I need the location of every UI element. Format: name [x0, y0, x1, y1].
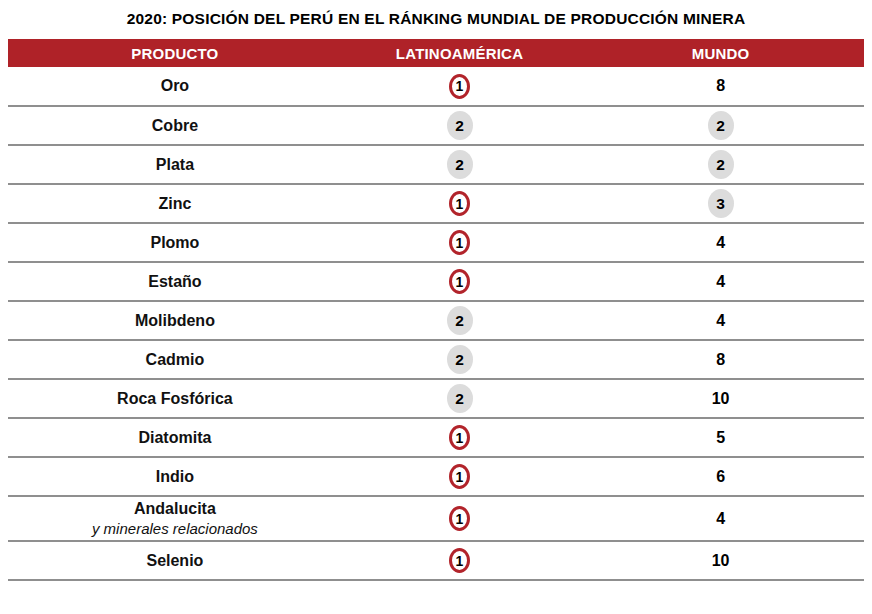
mundo-rank-badge: 10 — [712, 552, 730, 570]
latam-rank-badge: 2 — [447, 384, 473, 413]
latam-rank-badge: 2 — [447, 111, 473, 140]
latam-rank-badge: 1 — [449, 464, 470, 489]
product-name: Selenio — [8, 551, 342, 571]
table-row: Cobre 2 2 — [8, 106, 864, 145]
product-name: Estaño — [8, 272, 342, 292]
product-name: Zinc — [8, 194, 342, 214]
table-row: Plomo 1 4 — [8, 223, 864, 262]
product-name: Diatomita — [8, 428, 342, 448]
table-row: Selenio 1 10 — [8, 541, 864, 580]
table-row: Plata 2 2 — [8, 145, 864, 184]
latam-rank-badge: 1 — [449, 74, 470, 99]
mundo-rank-badge: 8 — [712, 77, 730, 95]
mundo-rank-badge: 4 — [712, 234, 730, 252]
table-row: Roca Fosfórica 2 10 — [8, 379, 864, 418]
product-name: Indio — [8, 467, 342, 487]
latam-rank-badge: 1 — [449, 191, 470, 216]
product-name: Plata — [8, 155, 342, 175]
product-subtitle: y minerales relacionados — [8, 519, 342, 538]
mundo-rank-badge: 4 — [712, 312, 730, 330]
product-name: Molibdeno — [8, 311, 342, 331]
product-name: Andalucita — [8, 499, 342, 519]
table-row: Andalucita y minerales relacionados 1 4 — [8, 496, 864, 541]
latam-rank-badge: 1 — [449, 230, 470, 255]
column-header-latinoamerica: LATINOAMÉRICA — [342, 39, 577, 67]
product-name: Oro — [8, 76, 342, 96]
mundo-rank-badge: 8 — [712, 351, 730, 369]
product-name: Roca Fosfórica — [8, 389, 342, 409]
latam-rank-badge: 2 — [447, 150, 473, 179]
table-row: Indio 1 6 — [8, 457, 864, 496]
mundo-rank-badge: 10 — [712, 390, 730, 408]
latam-rank-badge: 1 — [449, 506, 470, 531]
table-row: Oro 1 8 — [8, 67, 864, 106]
infographic-table-page: 2020: POSICIÓN DEL PERÚ EN EL RÁNKING MU… — [0, 0, 872, 614]
mundo-rank-badge: 4 — [712, 510, 730, 528]
table-row: Diatomita 1 5 — [8, 418, 864, 457]
column-header-mundo: MUNDO — [577, 39, 864, 67]
latam-rank-badge: 1 — [449, 425, 470, 450]
mundo-rank-badge: 2 — [708, 111, 734, 140]
latam-rank-badge: 1 — [449, 269, 470, 294]
mundo-rank-badge: 4 — [712, 273, 730, 291]
mundo-rank-badge: 6 — [712, 468, 730, 486]
ranking-table: PRODUCTO LATINOAMÉRICA MUNDO Oro 1 8 Cob… — [8, 39, 864, 581]
table-row: Molibdeno 2 4 — [8, 301, 864, 340]
product-name: Cadmio — [8, 350, 342, 370]
mundo-rank-badge: 2 — [708, 150, 734, 179]
page-title: 2020: POSICIÓN DEL PERÚ EN EL RÁNKING MU… — [8, 6, 864, 39]
latam-rank-badge: 1 — [449, 548, 470, 573]
table-row: Zinc 1 3 — [8, 184, 864, 223]
table-row: Cadmio 2 8 — [8, 340, 864, 379]
mundo-rank-badge: 5 — [712, 429, 730, 447]
table-row: Estaño 1 4 — [8, 262, 864, 301]
product-name: Cobre — [8, 116, 342, 136]
product-name: Plomo — [8, 233, 342, 253]
header-row: PRODUCTO LATINOAMÉRICA MUNDO — [8, 39, 864, 67]
latam-rank-badge: 2 — [447, 306, 473, 335]
column-header-producto: PRODUCTO — [8, 39, 342, 67]
latam-rank-badge: 2 — [447, 345, 473, 374]
mundo-rank-badge: 3 — [708, 189, 734, 218]
